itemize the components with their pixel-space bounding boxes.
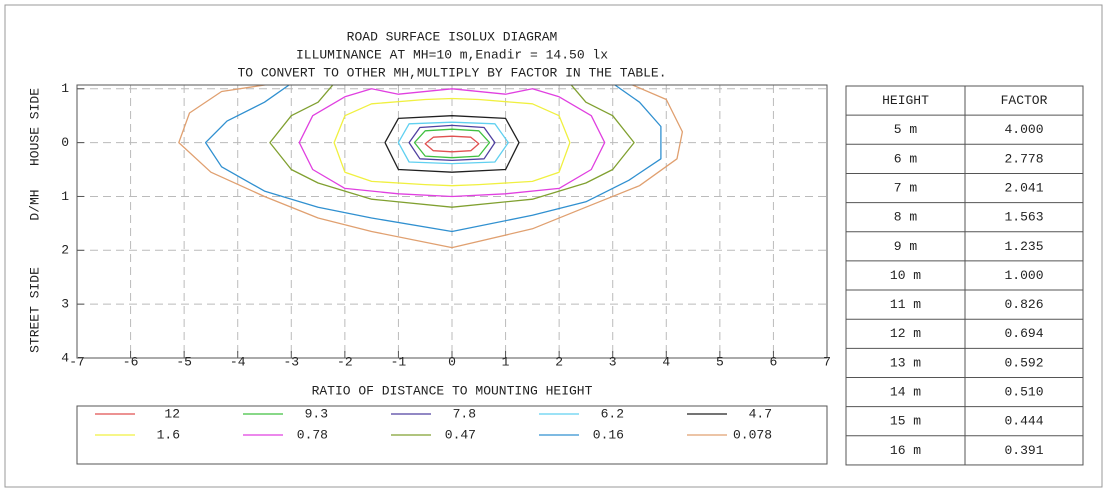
- y-tick-label: 1: [61, 81, 69, 96]
- x-tick-label: -1: [391, 354, 407, 369]
- x-tick-label: 3: [609, 354, 617, 369]
- table-cell: 7 m: [894, 180, 918, 195]
- table-header: FACTOR: [1001, 93, 1048, 108]
- y-tick-label: 2: [61, 243, 69, 258]
- legend-label: 1.6: [157, 427, 180, 442]
- frame: [4, 4, 1103, 488]
- x-tick-label: -6: [123, 354, 139, 369]
- table-cell: 6 m: [894, 151, 918, 166]
- x-label: RATIO OF DISTANCE TO MOUNTING HEIGHT: [312, 383, 593, 398]
- y-label: D/MH: [27, 189, 42, 220]
- table-cell: 0.826: [1004, 297, 1043, 312]
- table-cell: 13 m: [890, 355, 921, 370]
- table-cell: 12 m: [890, 326, 921, 341]
- legend-label: 0.16: [593, 427, 624, 442]
- table-cell: 11 m: [890, 297, 921, 312]
- table-cell: 10 m: [890, 268, 921, 283]
- isolux-contour: [413, 128, 491, 159]
- legend-label: 9.3: [305, 406, 328, 421]
- plot: [77, 85, 827, 358]
- table-cell: 16 m: [890, 443, 921, 458]
- legend-label: 0.47: [445, 427, 476, 442]
- chart-title: ROAD SURFACE ISOLUX DIAGRAM: [347, 29, 558, 44]
- table-cell: 1.000: [1004, 268, 1043, 283]
- x-tick-label: 6: [770, 354, 778, 369]
- table-cell: 0.592: [1004, 355, 1043, 370]
- x-tick-label: -5: [176, 354, 192, 369]
- table-cell: 0.391: [1004, 443, 1043, 458]
- x-tick-label: 7: [823, 354, 831, 369]
- chart-subtitle: ILLUMINANCE AT MH=10 m,Enadir = 14.50 lx: [296, 47, 608, 62]
- legend-label: 6.2: [601, 406, 624, 421]
- x-tick-label: 2: [555, 354, 563, 369]
- table-cell: 8 m: [894, 210, 918, 225]
- x-tick-label: -3: [283, 354, 299, 369]
- isolux-contour: [204, 85, 662, 233]
- table-cell: 9 m: [894, 239, 918, 254]
- legend-label: 4.7: [749, 406, 772, 421]
- x-tick-label: 0: [448, 354, 456, 369]
- table-cell: 0.444: [1004, 414, 1043, 429]
- table-cell: 4.000: [1004, 122, 1043, 137]
- chart-note: TO CONVERT TO OTHER MH,MULTIPLY BY FACTO…: [237, 65, 666, 80]
- y-tick-label: 3: [61, 297, 69, 312]
- isolux-contour: [269, 85, 635, 208]
- isolux-contour: [333, 97, 571, 187]
- table-cell: 15 m: [890, 414, 921, 429]
- isolux-contour: [178, 85, 684, 249]
- table-cell: 1.235: [1004, 239, 1043, 254]
- y-label: HOUSE SIDE: [27, 88, 42, 166]
- isolux-contour: [298, 88, 606, 198]
- y-tick-label: 0: [61, 135, 69, 150]
- isolux-contour: [408, 124, 496, 162]
- y-tick-label: 1: [61, 189, 69, 204]
- y-label: STREET SIDE: [27, 267, 42, 353]
- x-tick-label: 4: [662, 354, 670, 369]
- table-cell: 0.694: [1004, 326, 1043, 341]
- y-tick-label: 4: [61, 350, 69, 365]
- table-header: HEIGHT: [882, 93, 929, 108]
- legend-box: [76, 405, 828, 465]
- x-tick-label: -4: [230, 354, 246, 369]
- isolux-contour: [397, 121, 509, 165]
- table-cell: 2.041: [1004, 180, 1043, 195]
- x-tick-label: -2: [337, 354, 353, 369]
- x-tick-label: 5: [716, 354, 724, 369]
- table-cell: 14 m: [890, 385, 921, 400]
- table-cell: 2.778: [1004, 151, 1043, 166]
- table-cell: 5 m: [894, 122, 918, 137]
- table-cell: 0.510: [1004, 385, 1043, 400]
- legend-label: 0.078: [733, 427, 772, 442]
- isolux-contour: [384, 115, 520, 173]
- table-cell: 1.563: [1004, 210, 1043, 225]
- legend-label: 12: [164, 406, 180, 421]
- legend-label: 7.8: [453, 406, 476, 421]
- x-tick-label: -7: [69, 354, 85, 369]
- x-tick-label: 1: [502, 354, 510, 369]
- legend-label: 0.78: [297, 427, 328, 442]
- isolux-contour: [424, 135, 480, 153]
